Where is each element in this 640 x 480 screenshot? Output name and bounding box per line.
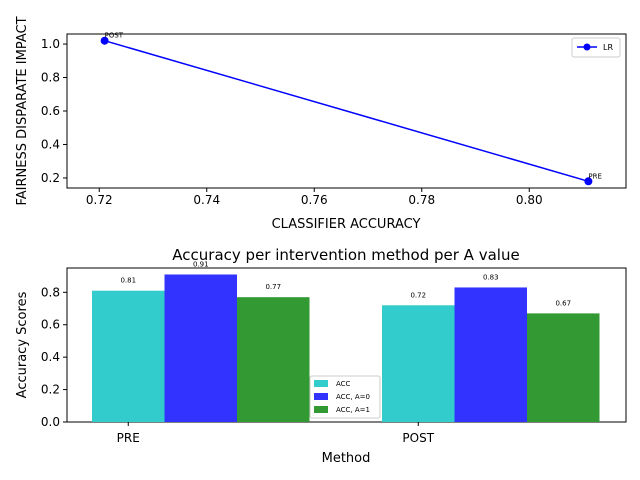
bar	[382, 305, 455, 422]
bar-y-axis-label: Accuracy Scores	[15, 291, 30, 398]
legend-swatch-acc-a0	[314, 393, 328, 400]
y-tick-label: 0.2	[41, 383, 60, 397]
legend-label-acc-a0: ACC, A=0	[336, 393, 370, 401]
y-tick-label: 0.4	[41, 350, 60, 364]
bar-chart-marks: 0.81 0.72 0.91 0.83 0.77 0.67	[92, 260, 600, 422]
legend-swatch-acc	[314, 380, 328, 387]
data-point	[584, 177, 593, 186]
legend-label-acc: ACC	[336, 380, 351, 388]
bar	[92, 290, 165, 422]
bar	[164, 274, 237, 422]
legend-label-lr: LR	[603, 43, 613, 52]
y-tick-label: 0.8	[41, 285, 60, 299]
y-tick-label: 1.0	[41, 37, 60, 51]
bar	[237, 297, 310, 422]
y-tick-label: 0.8	[41, 71, 60, 85]
tradeoff-plot-marks: POST PRE	[100, 32, 602, 186]
bar	[454, 287, 527, 422]
y-tick-label: 0.2	[41, 171, 60, 185]
accuracy-bar-chart: Accuracy per intervention method per A v…	[15, 246, 627, 466]
y-tick-label: 0.0	[41, 415, 60, 429]
point-annotation: POST	[105, 32, 124, 40]
tradeoff-x-axis-label: CLASSIFIER ACCURACY	[272, 217, 421, 232]
y-tick-label: 0.6	[41, 104, 60, 118]
bar-value-label: 0.72	[410, 291, 426, 299]
y-tick-label: 0.4	[41, 137, 60, 151]
tradeoff-y-axis-label: FAIRNESS DISPARATE IMPACT	[15, 16, 30, 205]
bar-x-ticks: PRE POST	[117, 422, 435, 445]
x-tick-label: 0.80	[516, 193, 543, 207]
bar-value-label: 0.83	[483, 273, 499, 281]
bar	[527, 313, 600, 422]
tradeoff-y-ticks: 0.2 0.4 0.6 0.8 1.0	[41, 37, 67, 185]
bar-value-label: 0.91	[193, 260, 209, 268]
y-tick-label: 0.6	[41, 318, 60, 332]
data-point	[100, 36, 109, 45]
bar-y-ticks: 0.0 0.2 0.4 0.6 0.8	[41, 285, 67, 429]
bar-value-label: 0.67	[555, 299, 571, 307]
bar-value-label: 0.81	[120, 277, 136, 285]
bar-chart-title: Accuracy per intervention method per A v…	[172, 246, 519, 264]
series-line-lr	[104, 39, 589, 183]
tradeoff-legend: LR	[571, 37, 621, 58]
bar-legend: ACC ACC, A=0 ACC, A=1	[309, 375, 381, 419]
bar-x-axis-label: Method	[322, 451, 371, 466]
x-tick-label: 0.72	[86, 193, 113, 207]
x-tick-label: 0.76	[301, 193, 328, 207]
x-tick-label: PRE	[117, 431, 140, 445]
legend-label-acc-a1: ACC, A=1	[336, 406, 370, 414]
legend-marker-lr	[583, 43, 591, 51]
x-tick-label: 0.74	[193, 193, 220, 207]
x-tick-label: POST	[402, 431, 434, 445]
x-tick-label: 0.78	[408, 193, 435, 207]
tradeoff-x-ticks: 0.72 0.74 0.76 0.78 0.80	[86, 188, 543, 207]
legend-swatch-acc-a1	[314, 406, 328, 413]
point-annotation: PRE	[588, 172, 602, 180]
bar-value-label: 0.77	[265, 283, 281, 291]
